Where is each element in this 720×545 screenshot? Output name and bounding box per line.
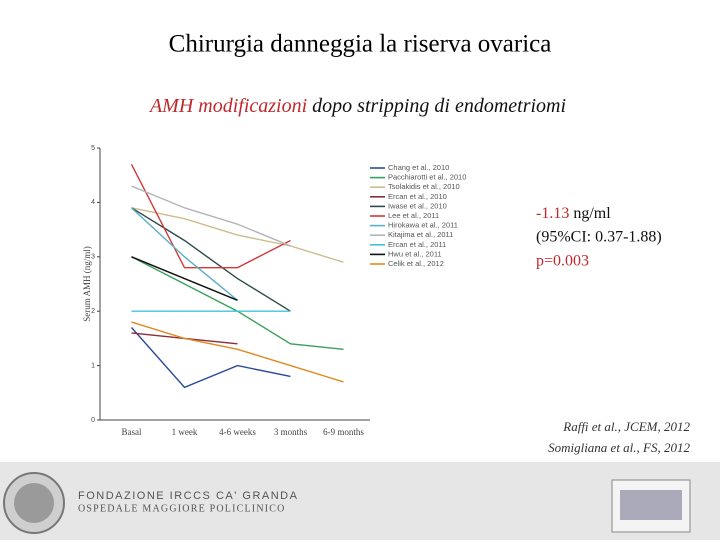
legend-label: Celik et al., 2012 (388, 259, 444, 268)
legend-label: Lee et al., 2011 (388, 211, 439, 220)
legend-label: Iwase et al., 2010 (388, 201, 447, 210)
footer-line1: FONDAZIONE IRCCS CA' GRANDA (78, 490, 298, 502)
legend-label: Ercan et al., 2010 (388, 192, 447, 201)
subtitle-rest: dopo stripping di endometriomi (312, 95, 566, 117)
series-line (130, 327, 291, 389)
y-tick-label: 5 (91, 145, 95, 152)
result-ci: (95%CI: 0.37-1.88) (536, 229, 662, 246)
legend-label: Chang et al., 2010 (388, 163, 449, 172)
series-line (131, 185, 291, 247)
legend-label: Hwu et al., 2011 (388, 249, 442, 258)
legend-label: Ercan et al., 2011 (388, 240, 446, 249)
series-line (131, 207, 344, 263)
legend-label: Hirokawa et al., 2011 (388, 221, 458, 230)
result-p: p=0.003 (536, 253, 589, 270)
series-line (131, 256, 344, 350)
series-line (131, 256, 238, 301)
y-axis-label: Serum AMH (ng/ml) (82, 246, 92, 322)
footer-seal-inner (14, 483, 54, 523)
footer-line2: OSPEDALE MAGGIORE POLICLINICO (78, 503, 286, 514)
y-tick-label: 2 (91, 308, 95, 315)
unit: ng/ml (573, 205, 611, 222)
reference: Somigliana et al., FS, 2012 (548, 440, 690, 455)
chart: 0 1 2 3 4 5 Serum AMH (ng/ml) Basal 1 week 4-6 we… (82, 145, 466, 437)
footer-band (0, 462, 720, 540)
reference: Raffi et al., JCEM, 2012 (562, 419, 690, 434)
result-estimate: -1.13 ng/ml (536, 205, 611, 222)
legend-label: Kitajima et al., 2011 (388, 230, 453, 239)
legend-label: Tsolakidis et al., 2010 (388, 182, 460, 191)
y-tick-label: 4 (91, 199, 95, 206)
x-tick-label: 6-9 months (323, 427, 364, 437)
y-tick-label: 0 (91, 417, 95, 424)
y-tick-label: 3 (91, 254, 95, 261)
x-tick-label: 4-6 weeks (219, 427, 256, 437)
series-line (131, 207, 238, 301)
x-tick-label: 1 week (172, 427, 198, 437)
series-line (131, 321, 344, 383)
footer-building-facade (620, 490, 682, 520)
series-line (130, 164, 291, 269)
x-tick-label: 3 months (274, 427, 308, 437)
series-line (131, 207, 291, 312)
x-tick-label: Basal (122, 427, 142, 437)
estimate: -1.13 (536, 205, 569, 222)
slide-subtitle: AMH modificazioni dopo stripping di endo… (148, 95, 566, 117)
legend-label: Pacchiarotti et al., 2010 (388, 173, 466, 182)
y-tick-label: 1 (91, 362, 95, 369)
subtitle-highlight: AMH modificazioni (148, 95, 307, 117)
slide-title: Chirurgia danneggia la riserva ovarica (169, 31, 552, 58)
